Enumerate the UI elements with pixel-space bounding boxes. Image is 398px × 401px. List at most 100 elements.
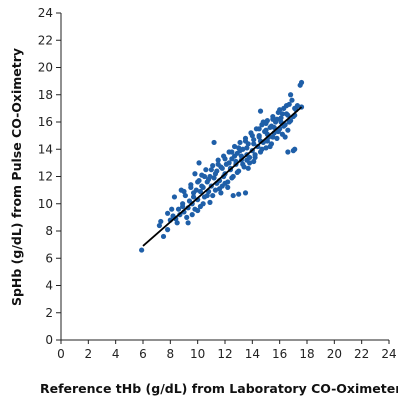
data-point bbox=[256, 134, 262, 140]
regression-line bbox=[142, 106, 303, 247]
y-tick-label: 6 bbox=[45, 251, 53, 265]
x-tick-label: 20 bbox=[327, 347, 342, 361]
data-point bbox=[196, 160, 202, 166]
y-tick-label: 16 bbox=[38, 115, 53, 129]
y-tick-label: 22 bbox=[38, 33, 53, 47]
data-point bbox=[256, 126, 262, 132]
data-point bbox=[181, 188, 187, 195]
data-point bbox=[289, 97, 295, 103]
x-tick-label: 22 bbox=[354, 347, 369, 361]
data-point bbox=[263, 145, 269, 151]
data-point bbox=[195, 179, 201, 185]
data-point bbox=[238, 153, 244, 159]
y-tick-label: 2 bbox=[45, 306, 53, 320]
data-point bbox=[275, 128, 281, 135]
x-axis-ticks: 0 2 4 6 8 10 12 14 16 18 20 22 24 bbox=[57, 340, 397, 361]
data-point bbox=[210, 163, 216, 169]
data-point bbox=[197, 188, 203, 195]
data-point bbox=[230, 192, 236, 199]
data-point bbox=[171, 194, 178, 200]
data-point bbox=[203, 167, 209, 173]
data-point bbox=[283, 103, 290, 109]
data-point bbox=[210, 192, 216, 199]
y-tick-label: 10 bbox=[38, 197, 53, 211]
data-point bbox=[193, 187, 199, 193]
data-point bbox=[285, 149, 291, 155]
data-point bbox=[237, 139, 243, 146]
data-point bbox=[211, 175, 217, 181]
data-point bbox=[298, 79, 305, 86]
x-tick-label: 10 bbox=[190, 347, 205, 361]
data-point bbox=[192, 171, 198, 177]
data-point bbox=[222, 180, 228, 186]
y-tick-label: 24 bbox=[38, 6, 53, 20]
data-point bbox=[219, 165, 225, 171]
data-point bbox=[267, 143, 273, 150]
data-point bbox=[204, 192, 210, 199]
data-point bbox=[174, 220, 180, 226]
y-tick-label: 14 bbox=[38, 142, 53, 156]
data-point bbox=[184, 214, 190, 220]
x-tick-label: 0 bbox=[57, 347, 65, 361]
data-point bbox=[156, 222, 162, 229]
data-point bbox=[190, 194, 197, 200]
x-axis-title: Reference tHb (g/dL) from Laboratory CO-… bbox=[40, 381, 398, 396]
data-point bbox=[175, 206, 182, 212]
data-point bbox=[251, 158, 257, 165]
data-point bbox=[257, 108, 264, 114]
data-point bbox=[242, 138, 249, 144]
data-point bbox=[212, 171, 219, 177]
data-point bbox=[263, 127, 269, 133]
x-tick-label: 2 bbox=[85, 347, 93, 361]
data-point bbox=[139, 247, 145, 253]
data-point bbox=[188, 184, 194, 190]
data-point bbox=[278, 115, 284, 121]
data-point bbox=[245, 165, 251, 171]
x-tick-label: 14 bbox=[245, 347, 260, 361]
data-point bbox=[229, 149, 235, 155]
y-tick-label: 0 bbox=[45, 333, 53, 347]
data-point bbox=[229, 175, 235, 181]
y-tick-label: 12 bbox=[38, 170, 53, 184]
data-point bbox=[225, 184, 231, 190]
x-tick-label: 12 bbox=[217, 347, 232, 361]
data-point bbox=[169, 206, 175, 212]
y-tick-label: 18 bbox=[38, 88, 53, 102]
data-point bbox=[274, 116, 280, 122]
x-tick-label: 4 bbox=[112, 347, 120, 361]
data-point bbox=[208, 167, 214, 173]
data-point bbox=[234, 169, 240, 176]
data-point bbox=[286, 119, 292, 125]
y-axis-title: SpHb (g/dL) from Pulse CO-Oximetry bbox=[9, 48, 24, 306]
data-point bbox=[185, 220, 191, 226]
y-tick-label: 4 bbox=[45, 279, 53, 293]
x-tick-label: 8 bbox=[167, 347, 175, 361]
data-point bbox=[160, 233, 167, 240]
data-point bbox=[242, 190, 249, 196]
data-point bbox=[237, 148, 243, 154]
data-point bbox=[277, 107, 283, 113]
data-point bbox=[259, 146, 265, 152]
data-point bbox=[197, 203, 203, 210]
data-point bbox=[244, 145, 250, 151]
data-point bbox=[206, 176, 212, 182]
data-point bbox=[216, 186, 223, 192]
data-point bbox=[251, 141, 257, 147]
data-point bbox=[264, 138, 270, 144]
data-point bbox=[158, 218, 164, 225]
data-point bbox=[195, 207, 201, 214]
data-point bbox=[199, 183, 205, 189]
data-point bbox=[165, 227, 171, 233]
data-point bbox=[288, 92, 294, 98]
data-point bbox=[249, 133, 255, 139]
data-point bbox=[236, 191, 242, 197]
y-tick-label: 8 bbox=[45, 224, 53, 238]
data-point bbox=[215, 161, 221, 167]
data-point bbox=[231, 143, 238, 150]
data-point bbox=[282, 134, 288, 140]
data-point bbox=[279, 111, 285, 117]
data-point bbox=[252, 152, 258, 158]
data-point bbox=[263, 120, 269, 126]
